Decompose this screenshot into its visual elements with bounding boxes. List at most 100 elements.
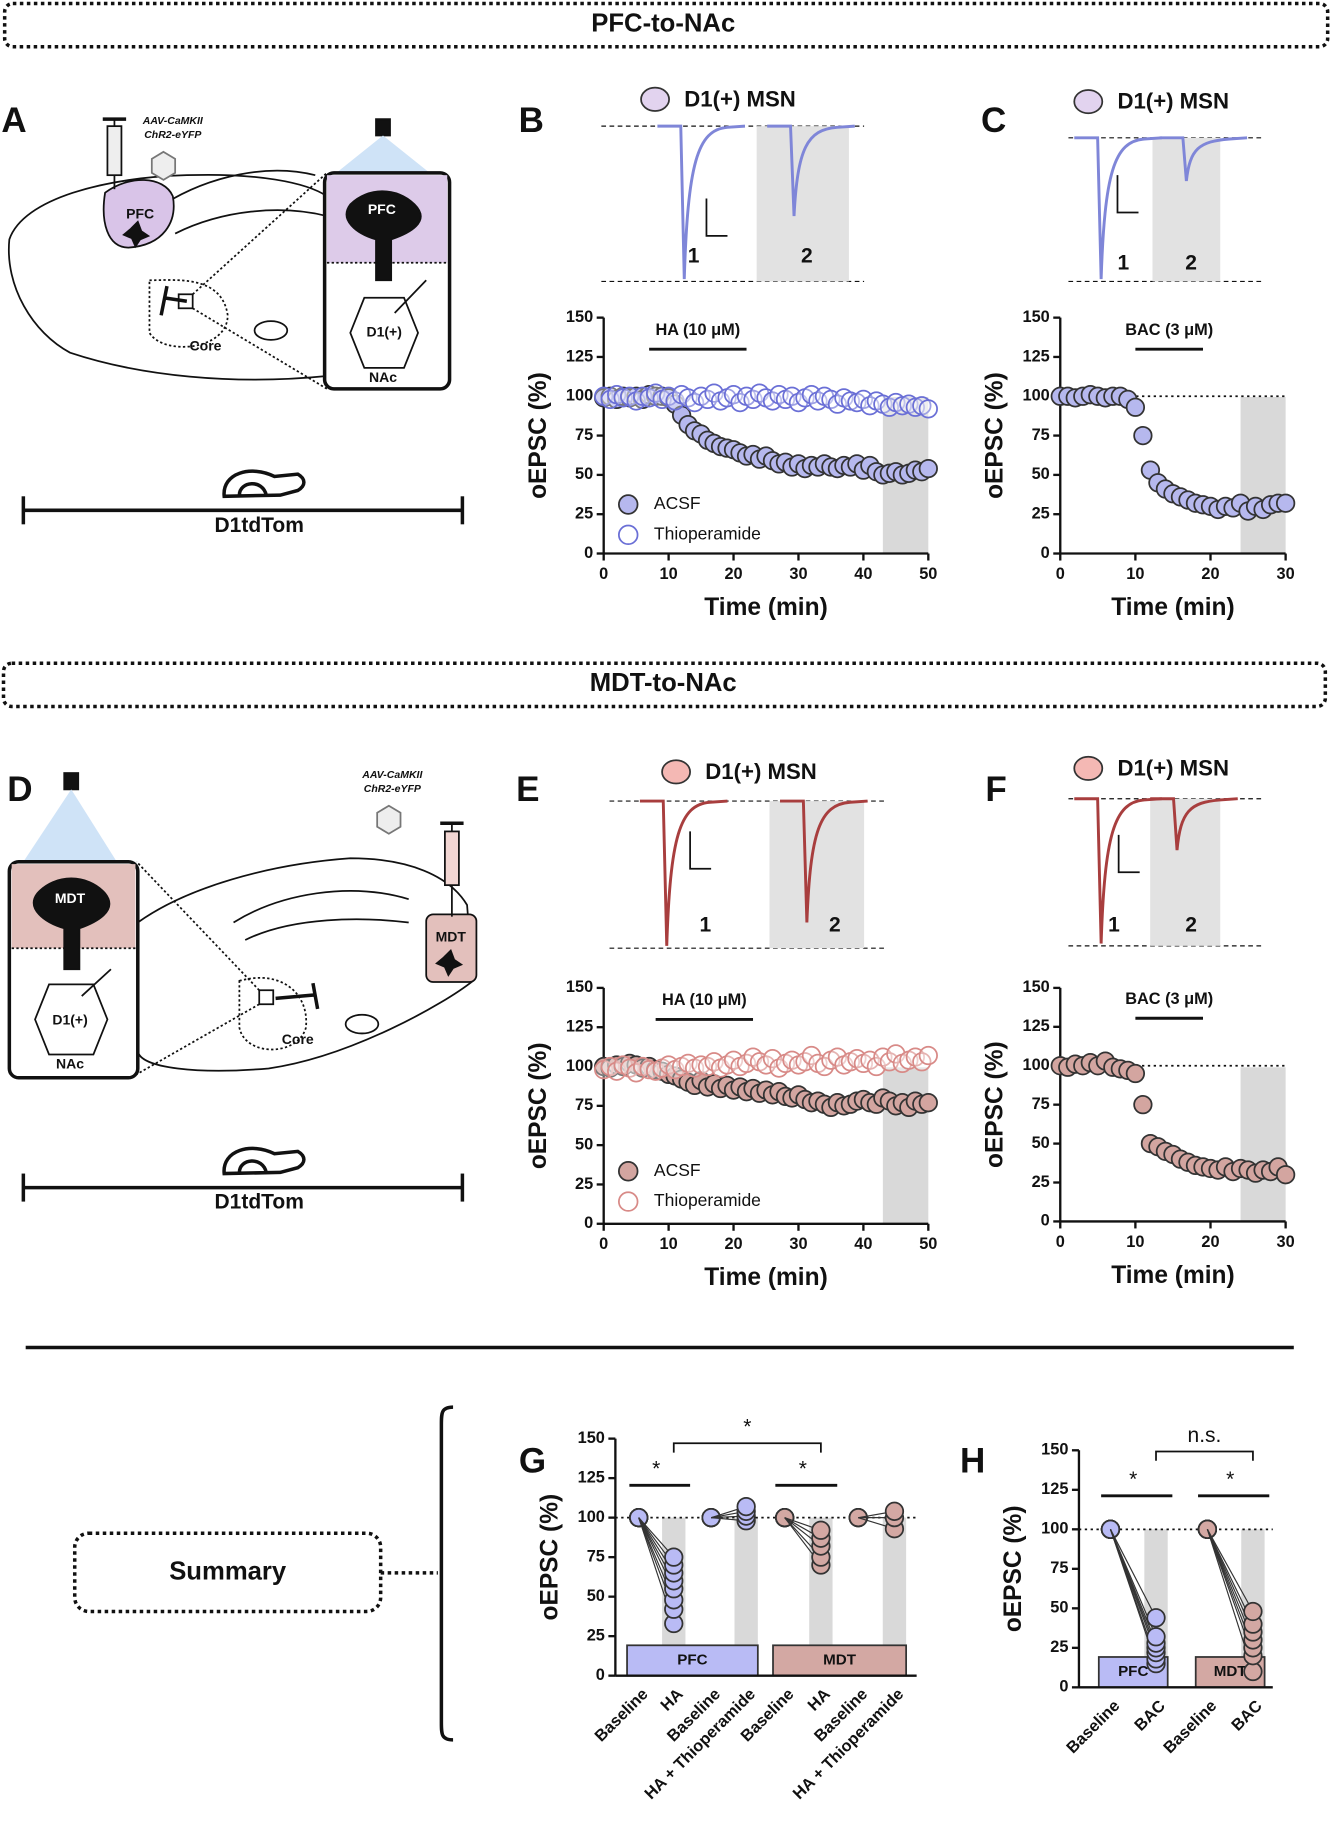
x-tick-label: 0: [599, 565, 608, 583]
panel-label: E: [516, 770, 539, 809]
core-label: Core: [282, 1031, 314, 1047]
inset-title: D1(+) MSN: [1117, 755, 1229, 780]
mouse-label: D1tdTom: [215, 514, 304, 537]
y-tick-label: 125: [1023, 1017, 1050, 1035]
treatment-column: [882, 1517, 907, 1676]
data-point: [1275, 493, 1296, 513]
x-tick-label: 20: [724, 1235, 742, 1253]
trace-shade: [1152, 137, 1221, 282]
y-tick-label: 0: [584, 544, 593, 562]
data-point: [1243, 1601, 1263, 1622]
group-label: PFC: [677, 1651, 707, 1668]
legend-label: Thioperamide: [654, 1190, 761, 1210]
wash-shade: [882, 1067, 929, 1224]
x-axis-label: Time (min): [1111, 594, 1234, 621]
y-tick-label: 75: [1050, 1559, 1068, 1577]
data-point: [1133, 1095, 1153, 1115]
group-label: MDT: [1214, 1663, 1248, 1680]
sig-label: *: [652, 1458, 660, 1481]
y-tick-label: 100: [566, 387, 593, 405]
sig-label: *: [1129, 1468, 1137, 1491]
x-axis-label: Time (min): [704, 594, 828, 621]
trace: [1159, 136, 1248, 182]
trace-label: 1: [1117, 251, 1129, 274]
scale-bar: [705, 198, 728, 237]
x-tick-label: 10: [1126, 1233, 1144, 1251]
sig-label: n.s.: [1188, 1424, 1222, 1447]
data-point: [1146, 1627, 1166, 1647]
region-label: MDT: [436, 928, 467, 944]
trace-label: 2: [1185, 914, 1197, 937]
legend-label: ACSF: [654, 493, 701, 513]
legend-marker: [618, 1191, 639, 1212]
y-tick-label: 100: [1041, 1520, 1068, 1538]
y-axis-label: oEPSC (%): [982, 372, 1009, 499]
inset-region-label: PFC: [368, 201, 396, 217]
data-point: [918, 458, 938, 479]
data-point: [1275, 1165, 1296, 1185]
treatment-column: [734, 1517, 758, 1676]
legend-label: ACSF: [654, 1160, 701, 1180]
cell-label: D1(+): [52, 1011, 87, 1027]
y-tick-label: 100: [566, 1057, 593, 1075]
sig-label: *: [1226, 1468, 1234, 1491]
y-tick-label: 50: [587, 1587, 605, 1605]
x-tick-label: 50: [919, 565, 937, 583]
section-box: [2, 1, 1330, 49]
x-tick-label: 40: [854, 565, 872, 583]
x-tick-label: 20: [724, 565, 742, 583]
group-box: [772, 1644, 908, 1677]
y-tick-label: 125: [578, 1468, 605, 1486]
y-tick-label: 125: [1041, 1480, 1068, 1498]
y-tick-label: 75: [1032, 1095, 1050, 1113]
wash-shade: [1240, 397, 1286, 554]
panel-label: G: [519, 1441, 546, 1480]
scale-bar: [689, 831, 712, 870]
inset-title: D1(+) MSN: [705, 759, 817, 784]
x-tick-label: 30: [789, 565, 807, 583]
virus-label: ChR2-eYFP: [144, 129, 202, 141]
x-tick-label: BAC: [1131, 1697, 1169, 1735]
y-tick-label: 25: [1032, 1173, 1050, 1191]
legend-label: Thioperamide: [654, 523, 761, 543]
x-tick-label: 20: [1201, 1233, 1219, 1251]
y-tick-label: 25: [587, 1626, 605, 1644]
trace: [1150, 797, 1238, 851]
sig-bracket: [672, 1442, 822, 1453]
inset-title: D1(+) MSN: [684, 86, 796, 111]
y-tick-label: 150: [566, 978, 593, 996]
data-point: [811, 1520, 831, 1540]
data-point: [664, 1547, 684, 1567]
x-tick-label: 30: [1277, 565, 1295, 583]
trace-label: 2: [829, 914, 841, 937]
data-point: [1146, 1608, 1166, 1628]
y-tick-label: 125: [1023, 347, 1050, 365]
y-tick-label: 25: [1032, 505, 1050, 523]
trace-shade: [769, 801, 865, 949]
x-tick-label: BAC: [1228, 1697, 1266, 1735]
data-point: [1243, 1661, 1263, 1682]
virus-label: ChR2-eYFP: [364, 783, 422, 795]
virus-label: AAV-CaMKII: [142, 115, 204, 127]
inset-title: D1(+) MSN: [1117, 89, 1229, 114]
y-tick-label: 50: [1032, 1134, 1050, 1152]
drug-label: HA (10 μM): [662, 991, 747, 1009]
core-label: Core: [190, 338, 222, 354]
y-axis-label: oEPSC (%): [1000, 1505, 1027, 1632]
y-tick-label: 150: [1023, 978, 1050, 996]
bracket: [439, 1405, 454, 1742]
sig-bracket: [1155, 1450, 1254, 1461]
section-box: [1, 661, 1328, 709]
trace-shade: [1150, 798, 1221, 946]
y-tick-label: 125: [566, 1018, 593, 1036]
y-tick-label: 150: [578, 1429, 605, 1447]
y-tick-label: 50: [1050, 1599, 1068, 1617]
target-label: NAc: [56, 1056, 84, 1072]
trace: [639, 799, 728, 946]
x-tick-label: 0: [599, 1235, 608, 1253]
sig-label: *: [799, 1458, 807, 1481]
region-label: PFC: [126, 206, 154, 222]
data-point: [918, 399, 938, 419]
trace-label: 2: [1185, 251, 1197, 274]
